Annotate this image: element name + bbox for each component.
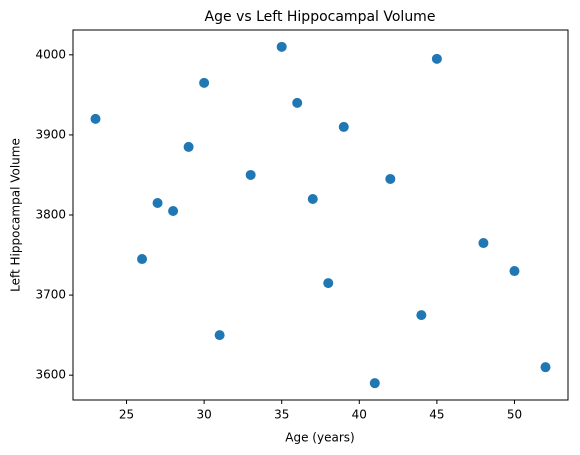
point [307, 193, 318, 204]
y-tick-label: 3600 [35, 368, 66, 382]
point [183, 141, 194, 152]
point [152, 197, 163, 208]
point [245, 169, 256, 180]
point [416, 310, 427, 321]
x-tick-label: 40 [352, 408, 367, 422]
y-tick-label: 4000 [35, 47, 66, 61]
point [540, 362, 551, 373]
point [509, 266, 520, 277]
point [323, 278, 334, 289]
x-tick-label: 25 [119, 408, 134, 422]
point [199, 77, 210, 88]
point [90, 113, 101, 124]
point [431, 53, 442, 64]
point [385, 173, 396, 184]
point [214, 330, 225, 341]
y-tick-label: 3900 [35, 127, 66, 141]
x-axis-label: Age (years) [285, 431, 354, 445]
x-tick-label: 30 [196, 408, 211, 422]
point [338, 121, 349, 132]
point [276, 41, 287, 52]
x-tick-label: 50 [507, 408, 522, 422]
point [168, 205, 179, 216]
y-tick-label: 3800 [35, 208, 66, 222]
point [478, 238, 489, 249]
y-tick-label: 3700 [35, 288, 66, 302]
point [292, 97, 303, 108]
x-tick-label: 45 [429, 408, 444, 422]
x-tick-label: 35 [274, 408, 289, 422]
y-axis-label: Left Hippocampal Volume [9, 138, 23, 292]
point [369, 378, 380, 389]
point [137, 254, 148, 265]
chart-title: Age vs Left Hippocampal Volume [205, 9, 436, 25]
plot-frame [72, 29, 569, 401]
